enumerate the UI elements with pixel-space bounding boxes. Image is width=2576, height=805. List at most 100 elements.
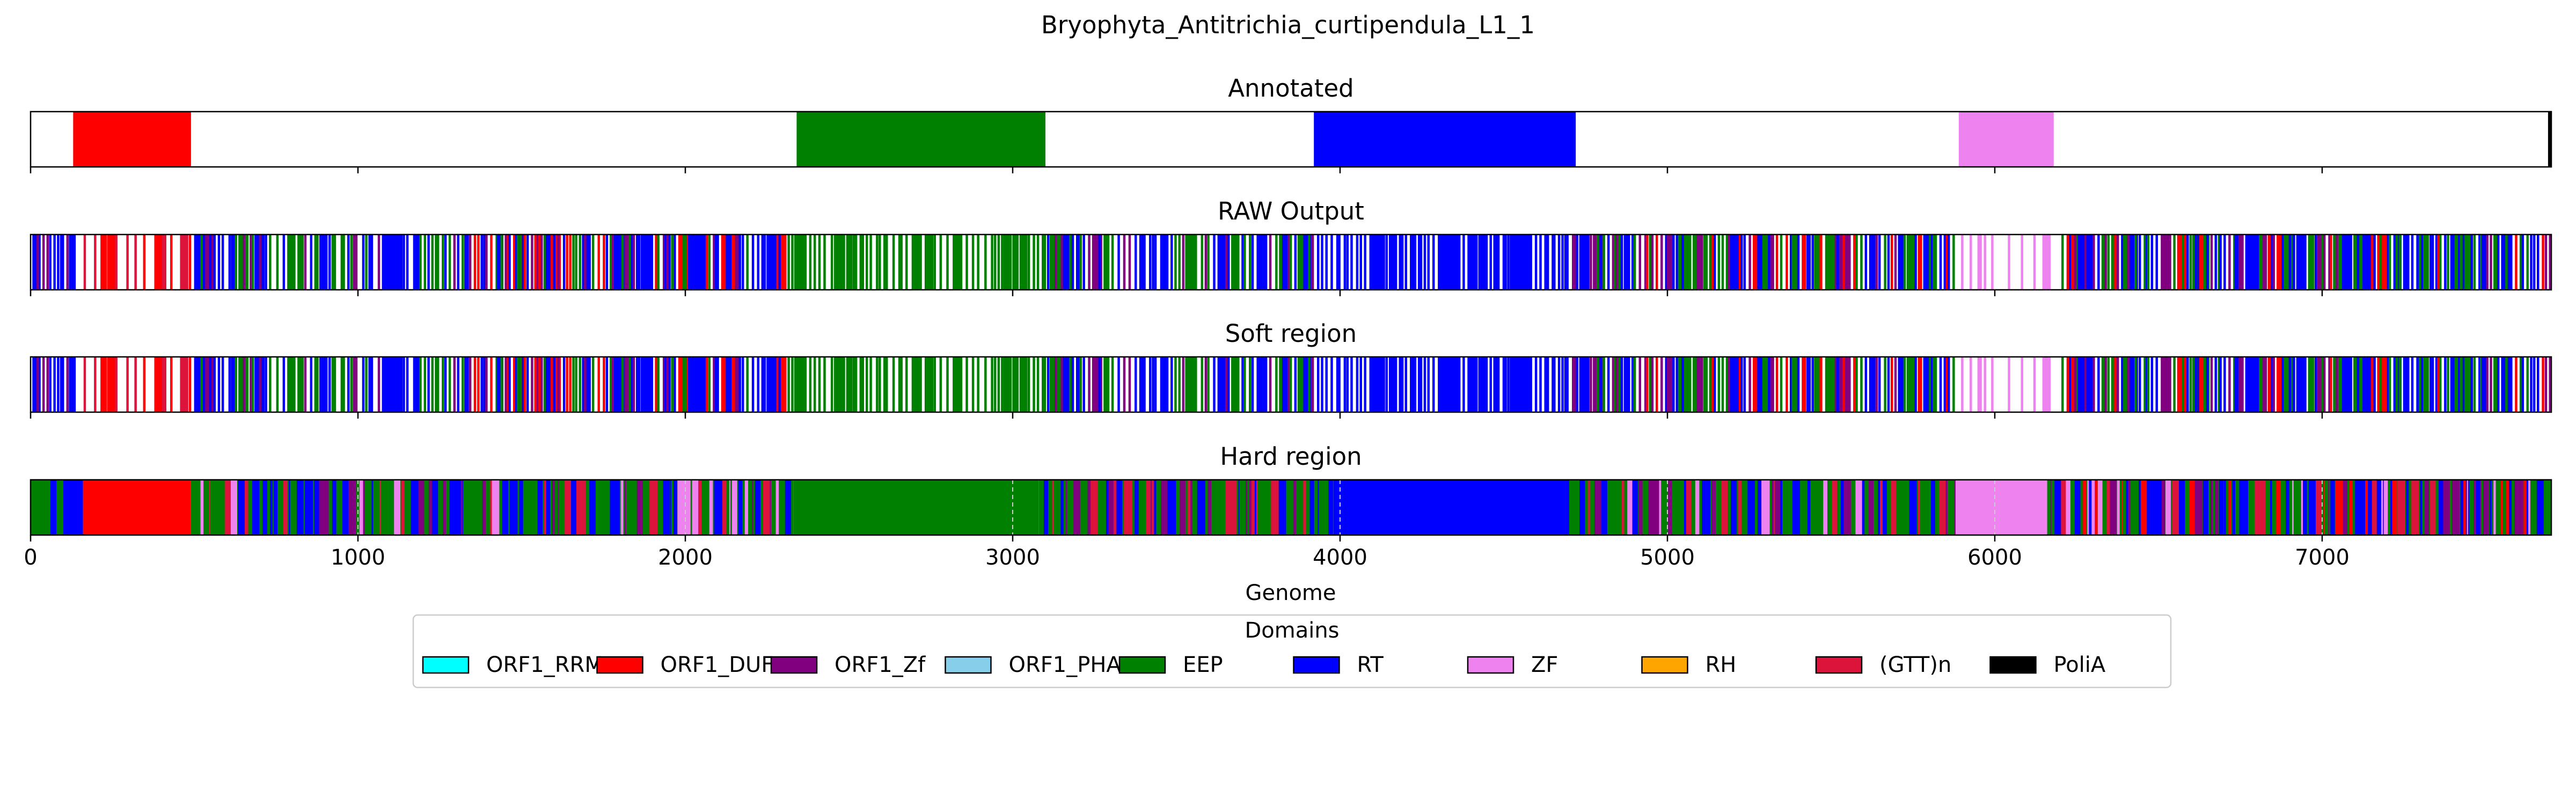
stripe-gtt-n <box>489 480 494 535</box>
stripe-eep <box>2545 480 2551 535</box>
stripe-rt <box>1197 480 1205 535</box>
stripe-orf1-zf <box>2161 480 2165 535</box>
stripe-rt <box>2355 480 2365 535</box>
stripe-gtt-n <box>1091 480 1099 535</box>
stripe-gtt-n <box>1738 480 1741 535</box>
stripe-eep <box>1289 480 1291 535</box>
panels: Annotated RAW Output Soft region Hard regio… <box>24 74 2552 570</box>
stripe-zf <box>744 480 749 535</box>
stripe-rt <box>289 480 290 535</box>
stripe-orf1-zf <box>2343 480 2347 535</box>
stripe-orf1-duf <box>2141 480 2148 535</box>
legend-item-gtt-n: (GTT)n <box>1815 653 1951 677</box>
stripe-gtt-n <box>2429 480 2436 535</box>
stripe-gtt-n <box>1052 480 1054 535</box>
stripe-zf <box>394 480 399 535</box>
segment-orf1-duf <box>83 480 191 535</box>
stripe-orf1-zf <box>363 480 365 535</box>
stripe-orf1-zf <box>1594 480 1601 535</box>
x-tick-label: 0 <box>24 545 37 570</box>
stripe-eep <box>2130 480 2136 535</box>
stripe-rt <box>2203 480 2209 535</box>
stripe-orf1-duf <box>2392 480 2397 535</box>
stripe-rt <box>1135 480 1139 535</box>
stripe-gtt-n <box>379 480 382 535</box>
legend: Domains ORF1_RRM ORF1_DUF ORF1_Zf ORF1_PHA EE… <box>412 614 2172 689</box>
stripe-gtt-n <box>2411 480 2419 535</box>
panel-soft-region: Soft region <box>30 319 2552 419</box>
stripe-rt <box>502 480 509 535</box>
stripe-zf <box>1855 480 1864 535</box>
stripe-rt <box>1278 480 1286 535</box>
stripe-eep <box>389 480 393 535</box>
legend-title: Domains <box>1245 618 1339 643</box>
stripe-orf1-duf <box>2463 480 2466 535</box>
segment-eep <box>793 480 1039 535</box>
stripe-orf1-duf <box>2323 480 2325 535</box>
stripe-rt <box>1780 480 1784 535</box>
stripe-rt <box>511 480 514 535</box>
segment-eep <box>56 480 63 535</box>
stripe-zf <box>692 480 699 535</box>
stripe-orf1-duf <box>2500 480 2503 535</box>
stripe-orf1-zf <box>1668 480 1672 535</box>
segment-zf <box>1955 480 2047 535</box>
stripe-orf1-zf <box>636 480 644 535</box>
stripe-rt <box>2219 480 2224 535</box>
stripe-rt <box>1931 480 1935 535</box>
x-tick-label: 3000 <box>985 545 1040 570</box>
stripe-rt <box>270 480 273 535</box>
stripe-orf1-duf <box>2275 480 2281 535</box>
stripe-zf <box>2383 480 2388 535</box>
panel-title: Annotated <box>1228 74 1353 103</box>
stripe-orf1-zf <box>1651 480 1661 535</box>
stripe-gtt-n <box>2106 480 2111 535</box>
stripe-rt <box>1731 480 1737 535</box>
legend-swatch <box>596 656 643 674</box>
stripe-rt <box>449 480 453 535</box>
stripe-gtt-n <box>583 480 586 535</box>
legend-item-orf1-duf: ORF1_DUF <box>596 653 773 677</box>
x-tick-label: 2000 <box>658 545 713 570</box>
stripe-rt <box>274 480 278 535</box>
legend-label: ORF1_PHA <box>1009 653 1122 677</box>
legend-item-orf1-zf: ORF1_Zf <box>770 653 926 677</box>
stripe-rt <box>2476 480 2480 535</box>
stripe-gtt-n <box>1686 480 1692 535</box>
segment-polia <box>2548 112 2551 167</box>
stripe-rt <box>571 480 578 535</box>
stripe-orf1-duf <box>2095 480 2098 535</box>
stripe-rt <box>1807 480 1811 535</box>
stripe-rt <box>2057 480 2062 535</box>
stripe-zf <box>2165 480 2171 535</box>
legend-label: ORF1_Zf <box>835 653 926 677</box>
stripe-rt <box>2138 480 2141 535</box>
stripe-gtt-n <box>1891 480 1896 535</box>
panel-frame <box>30 233 2552 291</box>
stripe-rt <box>1841 480 1845 535</box>
stripe-gtt-n <box>1918 480 1920 535</box>
stripe-orf1-duf <box>2279 480 2281 535</box>
stripe-rt <box>1792 480 1801 535</box>
stripe-rt <box>2303 480 2307 535</box>
stripe-rt <box>342 480 350 535</box>
stripe-orf1-duf <box>2082 480 2087 535</box>
stripe-orf1-duf <box>2349 480 2353 535</box>
stripe-eep <box>1296 480 1302 535</box>
stripe-rt <box>714 480 723 535</box>
stripe-rt <box>296 480 304 535</box>
stripe-gtt-n <box>1145 480 1155 535</box>
segment-rt <box>63 480 83 535</box>
stripe-rt <box>2286 480 2289 535</box>
stripe-gtt-n <box>1587 480 1590 535</box>
stripe-eep <box>1928 480 1931 535</box>
panel-frame <box>30 356 2552 413</box>
stripe-gtt-n <box>1225 480 1234 535</box>
stripe-orf1-zf <box>2516 480 2522 535</box>
stripe-rt <box>1116 480 1123 535</box>
stripe-rt <box>663 480 670 535</box>
stripe-orf1-zf <box>770 480 771 535</box>
stripe-eep <box>1080 480 1084 535</box>
panel-marks <box>31 480 2551 535</box>
stripe-zf <box>200 480 204 535</box>
